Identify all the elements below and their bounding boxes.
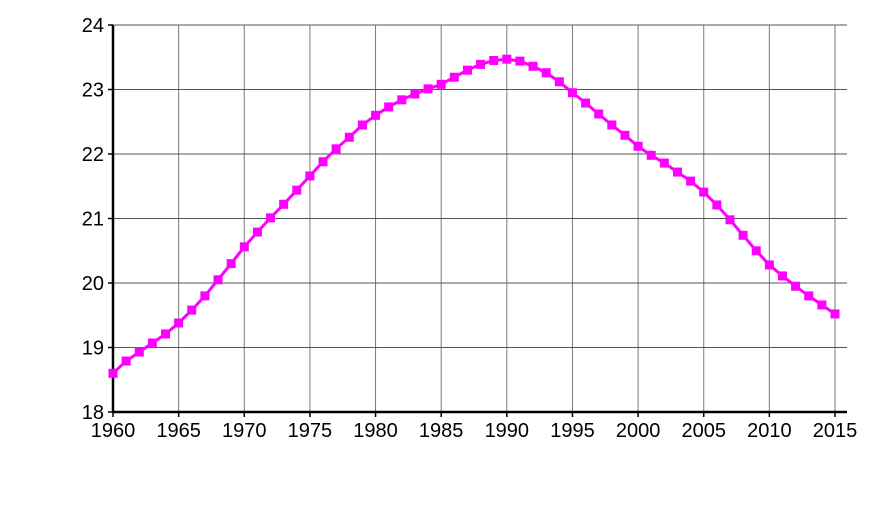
data-point-marker [581, 98, 591, 108]
data-point-marker [384, 102, 394, 112]
x-tick-label: 1990 [485, 420, 530, 442]
data-point-marker [607, 120, 617, 130]
x-tick-labels: 1960 1965 1970 1975 1980 1985 1990 1995 2000 2005… [91, 420, 858, 442]
data-point-marker [633, 141, 643, 151]
data-point-marker [161, 329, 171, 339]
data-point-marker [121, 356, 131, 366]
data-point-marker [567, 88, 577, 98]
data-point-marker [147, 338, 157, 348]
data-point-marker [646, 150, 656, 160]
data-point-marker [620, 130, 630, 140]
data-point-marker [541, 68, 551, 78]
data-point-marker [423, 84, 433, 94]
data-point-marker [712, 200, 722, 210]
data-point-marker [830, 309, 840, 319]
data-point-marker [108, 368, 118, 378]
data-point-marker [213, 275, 223, 285]
data-point-marker [817, 300, 827, 310]
data-point-marker [344, 132, 354, 142]
data-point-marker [279, 199, 289, 209]
data-point-marker [489, 55, 499, 65]
x-tick-label: 1995 [550, 420, 595, 442]
x-tick-label: 1965 [156, 420, 201, 442]
data-point-marker [554, 77, 564, 87]
data-point-marker [397, 95, 407, 105]
y-tick-labels: 18 19 20 21 22 23 24 [82, 15, 104, 424]
data-point-marker [331, 144, 341, 154]
data-point-marker [187, 305, 197, 315]
x-tick-label: 2015 [813, 420, 858, 442]
data-point-marker [371, 110, 381, 120]
data-point-marker [305, 171, 315, 181]
data-point-marker [791, 281, 801, 291]
data-point-marker [436, 79, 446, 89]
x-tick-label: 1970 [222, 420, 267, 442]
data-point-marker [462, 65, 472, 75]
data-point-marker [134, 347, 144, 357]
data-point-marker [449, 72, 459, 82]
y-tick-label: 21 [82, 209, 104, 231]
data-point-marker [357, 120, 367, 130]
y-tick-label: 19 [82, 338, 104, 360]
data-point-marker [738, 230, 748, 240]
data-point-marker [515, 56, 525, 66]
data-point-marker [764, 260, 774, 270]
data-point-marker [777, 271, 787, 281]
series [108, 54, 840, 378]
data-point-marker [672, 167, 682, 177]
x-tick-label: 2005 [681, 420, 726, 442]
data-point-marker [804, 291, 814, 301]
data-point-marker [200, 291, 210, 301]
y-tick-label: 23 [82, 80, 104, 102]
data-point-marker [659, 158, 669, 168]
data-point-marker [686, 176, 696, 186]
y-tick-label: 18 [82, 402, 104, 424]
y-tick-label: 22 [82, 144, 104, 166]
y-tick-label: 24 [82, 15, 104, 37]
data-point-marker [502, 54, 512, 64]
data-point-marker [226, 259, 236, 269]
data-point-marker [252, 227, 262, 237]
y-tick-label: 20 [82, 273, 104, 295]
x-tick-label: 1975 [288, 420, 333, 442]
x-tick-label: 2010 [747, 420, 792, 442]
data-point-marker [751, 246, 761, 256]
axes [108, 24, 847, 417]
data-point-marker [725, 215, 735, 225]
data-point-marker [318, 157, 328, 167]
x-tick-label: 2000 [616, 420, 661, 442]
data-point-marker [174, 318, 184, 328]
data-point-marker [292, 185, 302, 195]
data-point-marker [528, 61, 538, 71]
data-point-marker [266, 213, 276, 223]
data-point-marker [476, 59, 486, 69]
data-point-marker [594, 109, 604, 119]
grid [113, 24, 847, 412]
data-point-marker [410, 89, 420, 99]
x-tick-label: 1985 [419, 420, 464, 442]
x-tick-label: 1980 [353, 420, 398, 442]
data-point-marker [699, 187, 709, 197]
data-point-marker [239, 242, 249, 252]
x-tick-label: 1960 [91, 420, 136, 442]
